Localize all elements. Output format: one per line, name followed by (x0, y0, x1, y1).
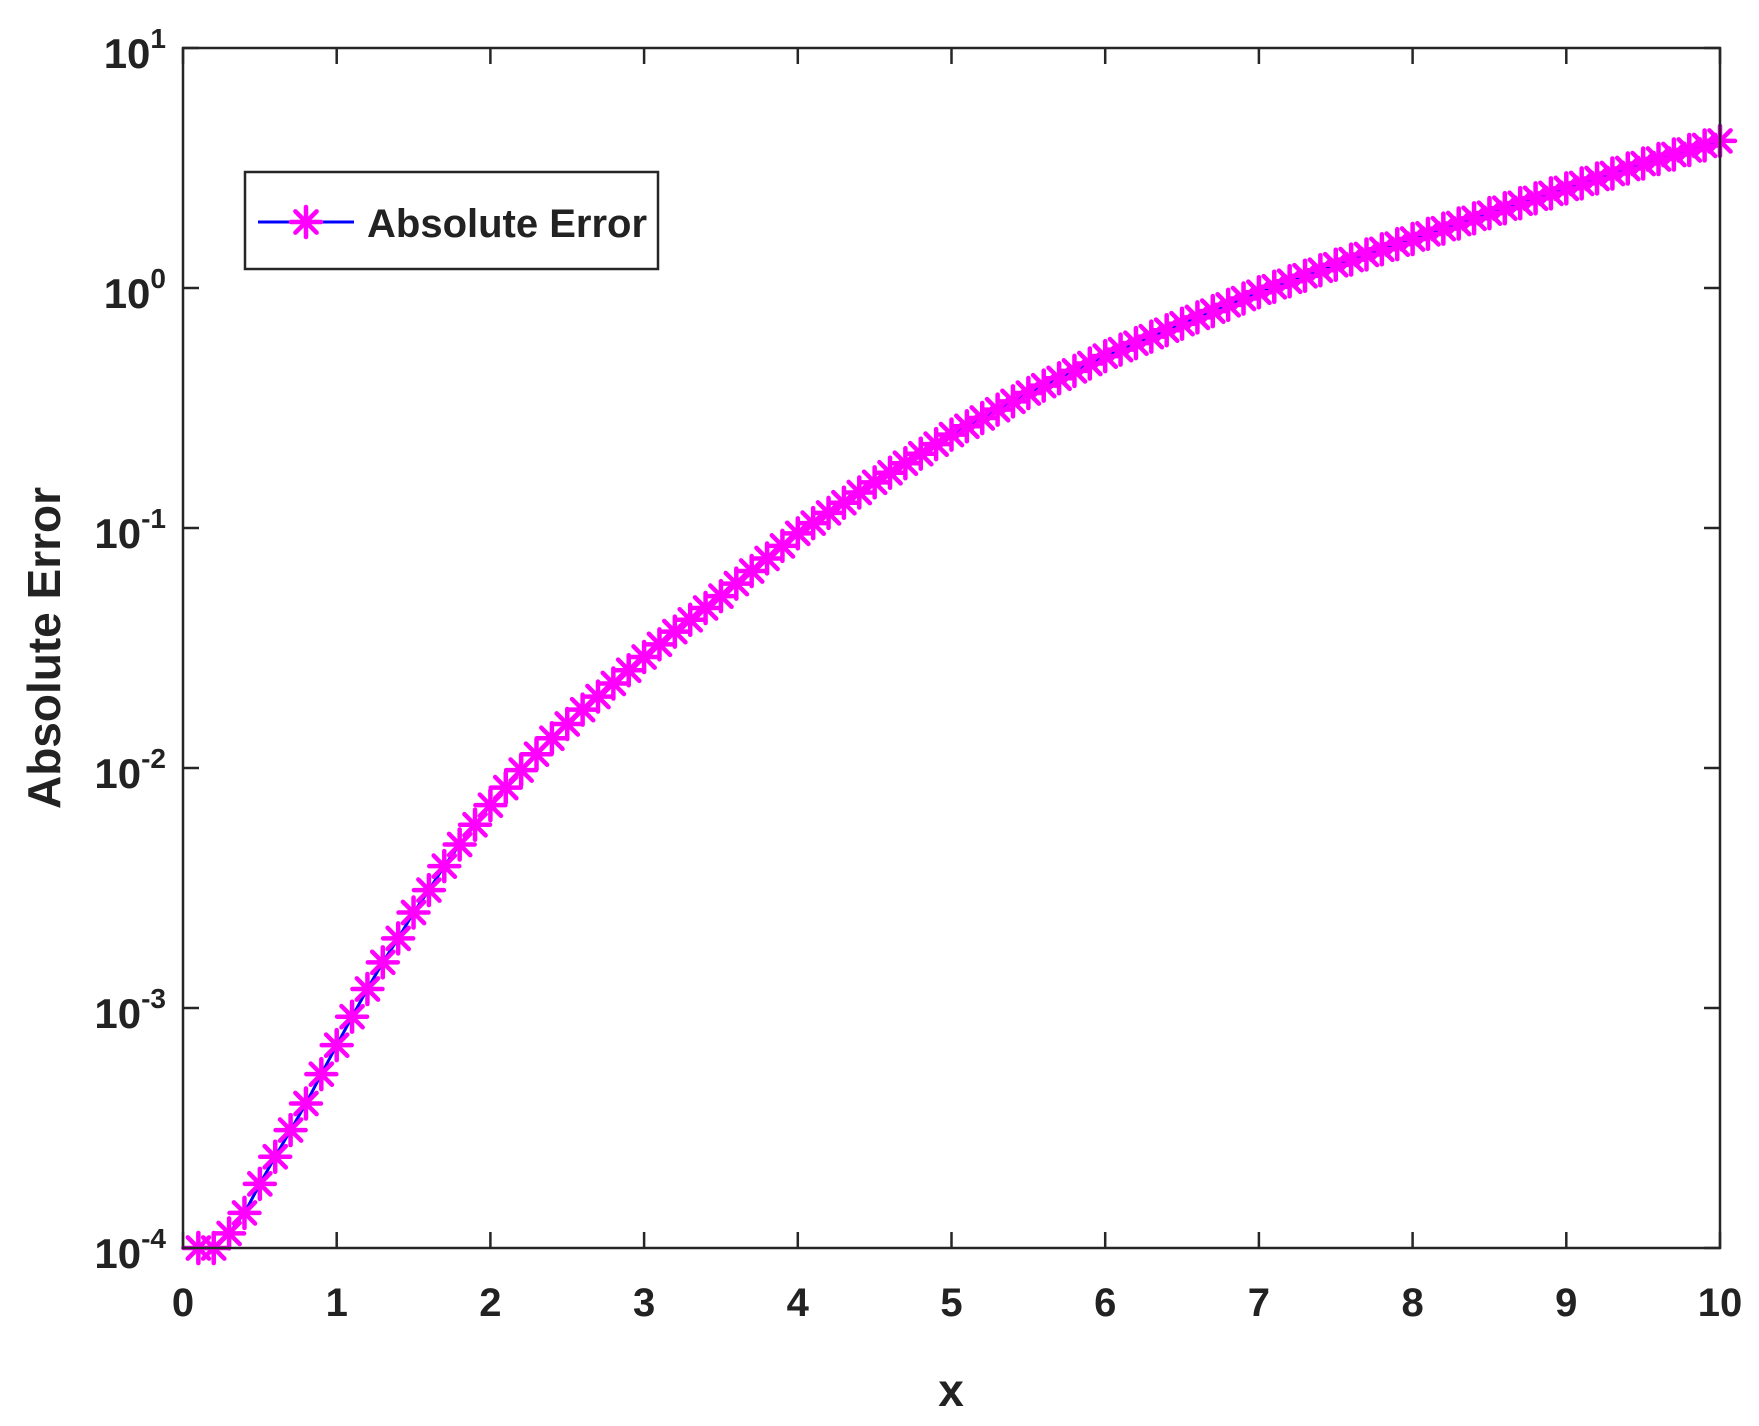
data-point-marker (365, 945, 401, 980)
x-tick-label: 3 (633, 1281, 655, 1325)
x-axis-label: x (938, 1364, 964, 1416)
data-point-marker (826, 485, 862, 520)
x-tick-label: 5 (940, 1281, 962, 1325)
y-tick-label: 101 (104, 23, 166, 77)
data-point-marker (1487, 190, 1523, 226)
x-tick-label: 8 (1401, 1281, 1423, 1325)
x-tick-label: 9 (1555, 1281, 1577, 1325)
series-markers-absolute-error (181, 123, 1738, 1266)
data-point-marker (288, 1086, 324, 1121)
data-point-marker (703, 578, 739, 614)
data-point-marker (257, 1139, 293, 1174)
data-point-marker (550, 706, 585, 742)
data-point-marker (1103, 332, 1138, 367)
x-tick-label: 6 (1094, 1281, 1116, 1325)
data-point-marker (1641, 141, 1676, 177)
x-tick-label: 10 (1698, 1281, 1743, 1325)
y-tick-label: 100 (104, 263, 166, 317)
y-tick-labels: 10-4 10-3 10-2 10-1 100 101 (94, 23, 166, 1277)
legend-label-absolute-error: Absolute Error (367, 202, 647, 246)
data-point-marker (918, 426, 954, 462)
data-point-marker (304, 1056, 339, 1092)
data-point-marker (565, 692, 600, 727)
data-point-marker (380, 921, 416, 956)
data-point-marker (442, 827, 477, 862)
y-tick-label: 10-4 (94, 1223, 166, 1277)
data-point-marker (396, 895, 431, 930)
data-point-marker (227, 1195, 262, 1231)
y-tick-label: 10-1 (94, 503, 166, 557)
legend[interactable]: Absolute Error (243, 170, 660, 271)
data-point-marker (288, 204, 324, 240)
data-point-marker (242, 1166, 278, 1202)
y-tick-label: 10-3 (94, 983, 166, 1037)
x-tick-label: 2 (479, 1281, 501, 1325)
data-point-marker (411, 872, 447, 908)
data-point-marker (211, 1216, 247, 1251)
x-tick-label: 1 (326, 1281, 348, 1325)
x-tick-label: 4 (787, 1281, 810, 1325)
x-tick-labels: 0 1 2 3 4 5 6 7 8 9 10 (172, 1281, 1742, 1325)
x-tick-label: 7 (1248, 1281, 1270, 1325)
data-point-marker (795, 505, 831, 541)
data-point-marker (427, 848, 462, 884)
data-point-marker (273, 1112, 308, 1148)
data-point-marker (872, 455, 908, 491)
axes-box (181, 46, 1722, 1250)
data-point-marker (350, 971, 385, 1007)
legend-marker-swatch (288, 204, 324, 240)
data-point-marker (334, 999, 370, 1034)
x-tick-label: 0 (172, 1281, 194, 1325)
y-axis-label: Absolute Error (18, 487, 70, 809)
data-point-marker (457, 807, 493, 843)
data-point-marker (1241, 275, 1277, 310)
y-tick-label: 10-2 (94, 743, 166, 797)
data-point-marker (319, 1027, 354, 1063)
